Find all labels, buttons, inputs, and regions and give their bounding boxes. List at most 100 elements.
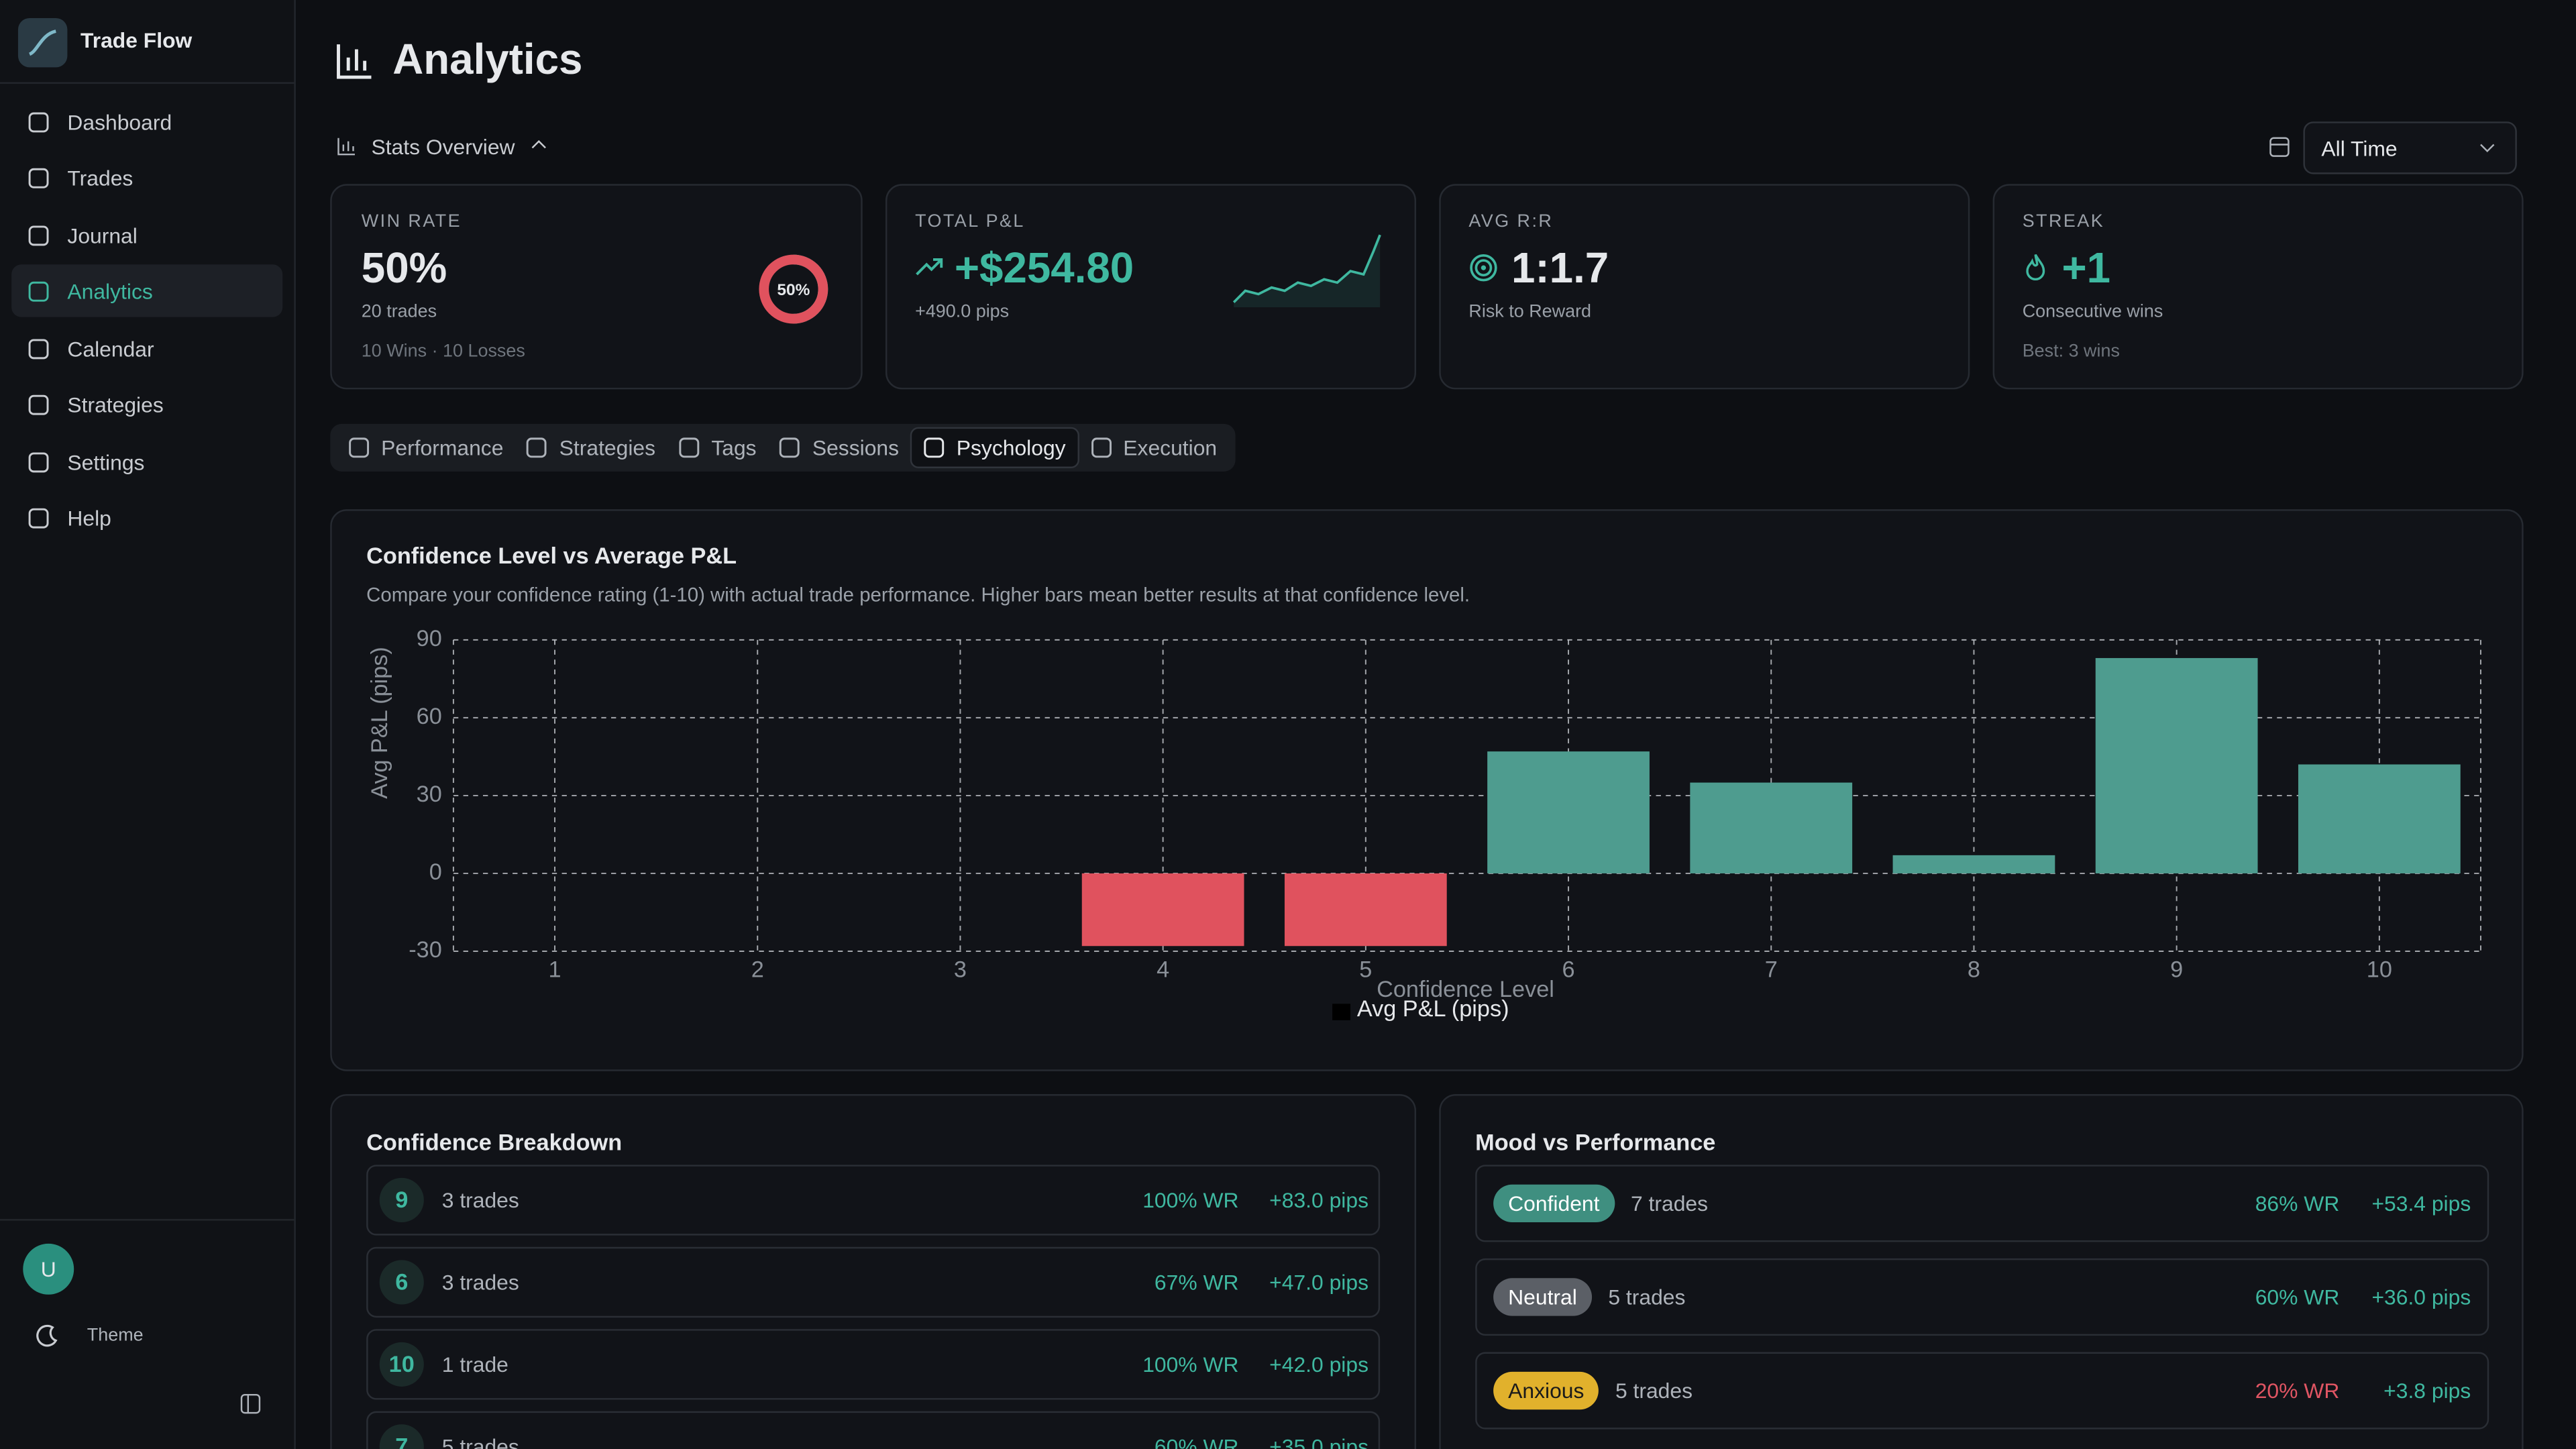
stat-card: WIN RATE 50% 20 trades 10 Wins · 10 Loss…	[330, 184, 863, 390]
card-title: Confidence Breakdown	[366, 1128, 623, 1155]
nav-item[interactable]: Strategies	[11, 378, 282, 430]
stat-value: 1:1.7	[1511, 243, 1609, 292]
win-rate: 20% WR	[2255, 1378, 2340, 1403]
mood-row: Confident 7 trades 86% WR +53.4 pips	[1475, 1165, 2489, 1242]
stat-sub: +490.0 pips	[915, 302, 1010, 323]
tab[interactable]: Sessions	[768, 429, 910, 466]
nav-item[interactable]: Trades	[11, 151, 282, 203]
mood-row: Neutral 5 trades 60% WR +36.0 pips	[1475, 1258, 2489, 1336]
chart-subtitle: Compare your confidence rating (1-10) wi…	[366, 583, 1470, 606]
tab[interactable]: Psychology	[910, 427, 1079, 468]
stat-sub: 20 trades	[361, 302, 437, 323]
pips: +42.0 pips	[1269, 1352, 1369, 1377]
date-range-select[interactable]: All Time	[2303, 121, 2517, 174]
stat-card: TOTAL P&L +$254.80 +490.0 pips	[885, 184, 1417, 390]
brand: Trade Flow	[80, 28, 193, 53]
confidence-card: Confidence Breakdown 9 3 trades 100% WR +83…	[330, 1094, 1417, 1449]
win-rate: 60% WR	[1154, 1434, 1239, 1449]
pips: +36.0 pips	[2371, 1285, 2471, 1309]
nav-label: Trades	[67, 166, 133, 191]
stat-label: AVG R:R	[1468, 211, 1554, 232]
donut: 50%	[759, 254, 828, 324]
pips: +47.0 pips	[1269, 1270, 1369, 1295]
trade-count: 5 trades	[1615, 1378, 1693, 1403]
stat-value: +$254.80	[954, 243, 1134, 292]
chart-title: Confidence Level vs Average P&L	[366, 542, 737, 569]
tab-label: Psychology	[956, 435, 1066, 460]
tab-label: Performance	[381, 435, 504, 460]
tab[interactable]: Execution	[1079, 429, 1228, 466]
trade-count: 1 trade	[441, 1352, 508, 1377]
mood-pill: Anxious	[1493, 1371, 1599, 1410]
trade-count: 3 trades	[441, 1187, 519, 1213]
donut-segment	[759, 254, 828, 324]
tab-label: Execution	[1123, 435, 1218, 460]
mood-info: Neutral 5 trades	[1493, 1278, 1685, 1316]
nav-item[interactable]: Dashboard	[11, 95, 282, 147]
confidence-row: 10 1 trade 100% WR +42.0 pips	[366, 1329, 1381, 1400]
collapse-button[interactable]	[240, 1393, 262, 1415]
stat-card: AVG R:R 1:1.7 Risk to Reward	[1439, 184, 1970, 390]
win-rate: 86% WR	[2255, 1191, 2340, 1216]
card-title: Mood vs Performance	[1475, 1128, 1716, 1155]
donut-label: 50%	[777, 281, 810, 299]
mood-row: Anxious 5 trades 20% WR +3.8 pips	[1475, 1352, 2489, 1430]
trade-count: 7 trades	[1630, 1191, 1709, 1216]
mood-info: Anxious 5 trades	[1493, 1371, 1693, 1410]
trade-count: 5 trades	[441, 1434, 519, 1449]
pips: +53.4 pips	[2371, 1191, 2471, 1216]
theme-toggle[interactable]: Theme	[87, 1326, 144, 1346]
page-title: Analytics	[392, 34, 583, 84]
stat-value: 50%	[361, 243, 447, 292]
tab-label: Sessions	[812, 435, 900, 460]
tab[interactable]: Strategies	[515, 429, 667, 466]
win-rate: 100% WR	[1142, 1187, 1239, 1213]
mood-pill: Confident	[1493, 1184, 1615, 1223]
tab[interactable]: Performance	[337, 429, 515, 466]
stat-note: 10 Wins · 10 Losses	[361, 341, 525, 362]
nav-item[interactable]: Settings	[11, 435, 282, 487]
pips: +35.0 pips	[1269, 1434, 1369, 1449]
mood-pill: Neutral	[1493, 1278, 1592, 1316]
stat-sub: Consecutive wins	[2022, 302, 2163, 323]
stat-label: WIN RATE	[361, 211, 462, 232]
nav-label: Settings	[67, 449, 145, 474]
win-rate: 100% WR	[1142, 1352, 1239, 1377]
nav-label: Dashboard	[67, 109, 172, 134]
pips: +3.8 pips	[2383, 1378, 2471, 1403]
tab-label: Strategies	[559, 435, 656, 460]
stat-note: Best: 3 wins	[2022, 341, 2120, 362]
confidence-row: 6 3 trades 67% WR +47.0 pips	[366, 1246, 1381, 1318]
confidence-row: 7 5 trades 60% WR +35.0 pips	[366, 1411, 1381, 1449]
nav-label: Journal	[67, 222, 138, 248]
nav-item[interactable]: Calendar	[11, 321, 282, 374]
stat-label: TOTAL P&L	[915, 211, 1025, 232]
nav-label: Calendar	[67, 335, 154, 361]
trade-count: 3 trades	[441, 1270, 519, 1295]
stat-sub: Risk to Reward	[1468, 302, 1592, 323]
stat-card: STREAK +1 Consecutive wins Best: 3 wins	[1992, 184, 2524, 390]
sparkline	[1232, 234, 1381, 307]
trade-count: 5 trades	[1608, 1285, 1686, 1309]
nav-item[interactable]: Journal	[11, 208, 282, 260]
stat-label: STREAK	[2022, 211, 2105, 232]
avatar[interactable]: U	[23, 1243, 74, 1295]
nav-label: Strategies	[67, 392, 164, 418]
nav-item[interactable]: Help	[11, 491, 282, 543]
nav-label: Analytics	[67, 279, 153, 305]
logo	[17, 17, 68, 68]
nav-item[interactable]: Analytics	[11, 264, 283, 317]
confidence-badge: 9	[379, 1177, 424, 1223]
win-rate: 60% WR	[2255, 1285, 2340, 1309]
tab[interactable]: Tags	[667, 429, 768, 466]
tab-label: Tags	[711, 435, 757, 460]
sidebar: Trade Flow U Theme Dashboard Trades Journa…	[0, 0, 296, 1449]
confidence-badge: 6	[379, 1260, 424, 1305]
section-toggle[interactable]: Stats Overview	[371, 134, 515, 160]
stat-value: +1	[2061, 243, 2111, 292]
confidence-badge: 7	[379, 1424, 424, 1449]
mood-card: Mood vs Performance Confident 7 trades 86%…	[1439, 1094, 2524, 1449]
confidence-row: 9 3 trades 100% WR +83.0 pips	[366, 1165, 1381, 1236]
